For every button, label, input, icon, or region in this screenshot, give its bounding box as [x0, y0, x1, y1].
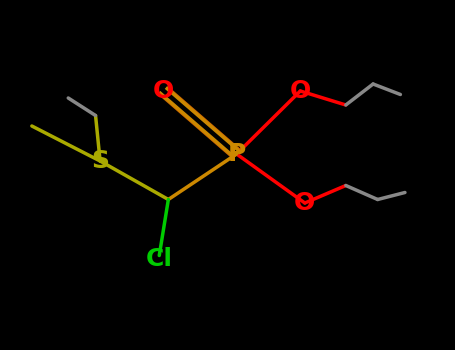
- Text: S: S: [91, 149, 109, 173]
- Text: P: P: [228, 142, 246, 166]
- Text: O: O: [290, 79, 311, 103]
- Text: O: O: [153, 79, 174, 103]
- Text: O: O: [294, 191, 315, 215]
- Text: Cl: Cl: [146, 247, 173, 271]
